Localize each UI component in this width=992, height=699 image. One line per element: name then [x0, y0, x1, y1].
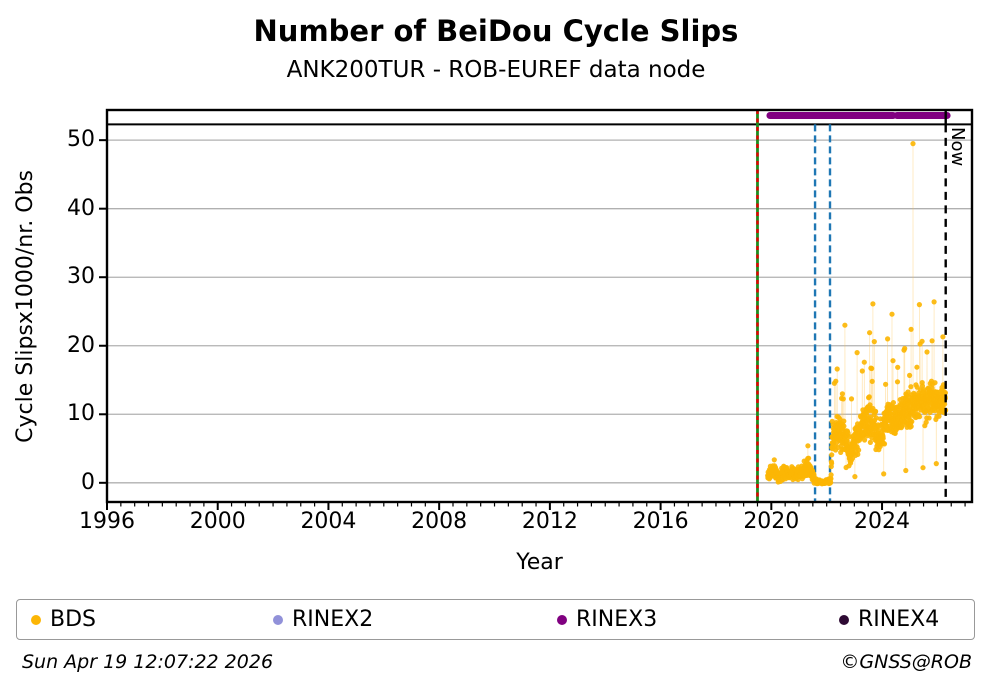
- x-tick-label: 2004: [300, 509, 357, 534]
- y-tick-label: 20: [67, 332, 95, 358]
- y-tick-label: 50: [67, 127, 95, 153]
- legend-box: BDS RINEX2 RINEX3 RINEX4: [16, 599, 975, 640]
- legend-item-rinex2: RINEX2: [273, 600, 373, 639]
- legend-label: RINEX2: [292, 607, 374, 632]
- plot-frame: [105, 108, 974, 504]
- y-tick-label: 30: [67, 264, 95, 290]
- chart-title: Number of BeiDou Cycle Slips: [253, 14, 739, 48]
- legend-dot-icon: [839, 614, 849, 625]
- event-lines: [756, 110, 832, 502]
- legend-label: BDS: [50, 607, 96, 632]
- legend-label: RINEX4: [858, 607, 940, 632]
- legend-item-rinex3: RINEX3: [557, 600, 657, 639]
- chart-subtitle: ANK200TUR - ROB-EUREF data node: [286, 57, 706, 83]
- gridlines: [107, 139, 972, 484]
- x-tick-label: 2016: [632, 509, 689, 534]
- x-tick-label: 2020: [743, 509, 800, 534]
- legend-label: RINEX3: [576, 607, 658, 632]
- now-label: Now: [947, 127, 968, 167]
- legend-dot-icon: [557, 614, 567, 625]
- y-tick-label: 40: [67, 195, 95, 221]
- y-tick-label: 10: [67, 401, 95, 427]
- x-tick-label: 2008: [411, 509, 468, 534]
- legend-item-rinex4: RINEX4: [839, 600, 939, 639]
- x-tick-label: 2024: [854, 509, 911, 534]
- bds-series: [765, 141, 949, 487]
- x-axis-label: Year: [516, 550, 563, 575]
- y-tick-label: 0: [81, 469, 95, 495]
- x-tick-label: 2012: [521, 509, 578, 534]
- axis-ticks: [99, 139, 966, 510]
- legend-dot-icon: [273, 614, 283, 625]
- x-tick-label: 1996: [79, 509, 135, 534]
- timestamp-text: Sun Apr 19 12:07:22 2026: [22, 651, 274, 673]
- y-axis-label-wrap: Cycle Slipsx1000/nr. Obs: [8, 110, 42, 502]
- legend-item-bds: BDS: [31, 600, 96, 639]
- x-tick-label: 2000: [189, 509, 246, 534]
- copyright-text: ©GNSS@ROB: [840, 651, 972, 673]
- legend-dot-icon: [31, 614, 41, 625]
- y-axis-label: Cycle Slipsx1000/nr. Obs: [12, 169, 38, 443]
